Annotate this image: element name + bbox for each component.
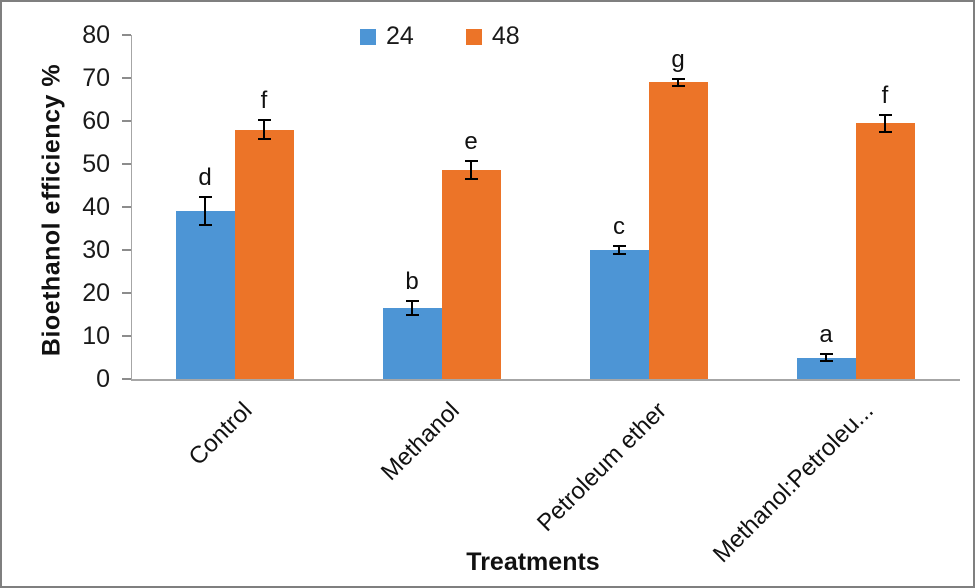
legend-item-48: 48 [465, 22, 520, 51]
legend-label: 48 [491, 22, 520, 50]
error-bar-cap [612, 253, 626, 256]
legend-item-24: 24 [360, 22, 414, 51]
bar-48h-methanol-petroleu [855, 123, 915, 379]
y-axis-line [131, 35, 132, 380]
bar-24h-methanol-petroleu [796, 357, 856, 379]
legend-swatch-24 [360, 28, 376, 45]
y-axis-tick-label: 20 [82, 279, 110, 307]
y-axis-tick [122, 34, 131, 36]
bar-24h-petroleum-ether [589, 250, 649, 379]
bar-48h-control [234, 129, 294, 379]
error-bar-cap [257, 118, 271, 121]
error-bar-cap [878, 130, 892, 133]
y-axis-tick [122, 378, 131, 380]
legend-swatch-48 [465, 28, 482, 45]
y-axis-tick [122, 77, 131, 79]
y-axis-tick-label: 60 [82, 107, 110, 135]
legend-label: 24 [386, 22, 414, 50]
error-bar [884, 114, 886, 132]
error-bar-cap [198, 224, 212, 227]
legend: 24 48 [360, 22, 520, 51]
y-axis-tick [122, 163, 131, 165]
bar-24h-control [175, 211, 235, 379]
x-axis-line [131, 379, 960, 381]
significance-letter: f [260, 86, 268, 114]
error-bar [618, 245, 620, 255]
y-axis-tick-label: 50 [82, 150, 110, 178]
bar-24h-methanol [382, 308, 442, 379]
y-axis-tick [122, 120, 131, 122]
error-bar [470, 160, 472, 180]
significance-letter: d [198, 164, 212, 192]
y-axis-tick-label: 80 [82, 21, 110, 49]
x-axis-category-label-petroleum-ether: Petroleum ether [531, 397, 672, 537]
y-axis-tick-label: 40 [82, 193, 110, 221]
y-axis-tick-label: 70 [82, 64, 110, 92]
error-bar-cap [257, 138, 271, 141]
x-axis-title: Treatments [466, 548, 600, 576]
error-bar [677, 78, 679, 86]
y-axis-tick [122, 249, 131, 251]
y-axis-tick [122, 335, 131, 337]
y-axis-tick-label: 30 [82, 236, 110, 264]
error-bar-cap [878, 113, 892, 116]
y-axis-tick [122, 292, 131, 294]
error-bar-cap [405, 313, 419, 316]
significance-letter: c [613, 212, 625, 240]
bar-48h-methanol [441, 170, 501, 379]
y-axis-tick [122, 206, 131, 208]
y-axis-tick-label: 10 [82, 322, 110, 350]
x-axis-category-label-methanol-petroleu: Methanol:Petroleu... [707, 397, 879, 568]
x-axis-category-label-methanol: Methanol [375, 397, 465, 486]
error-bar-cap [671, 84, 685, 87]
x-axis-category-label-control: Control [183, 397, 258, 471]
error-bar [411, 301, 413, 315]
significance-letter: g [671, 45, 685, 73]
error-bar [263, 119, 265, 140]
error-bar-cap [405, 300, 419, 303]
significance-letter: e [464, 127, 478, 155]
y-axis-tick-label: 0 [96, 365, 110, 393]
error-bar-cap [464, 159, 478, 162]
error-bar-cap [612, 244, 626, 247]
error-bar [825, 354, 827, 361]
significance-letter: a [819, 321, 833, 349]
error-bar-cap [464, 178, 478, 181]
error-bar-cap [819, 359, 833, 362]
bar-48h-petroleum-ether [648, 82, 708, 379]
significance-letter: b [405, 268, 419, 296]
error-bar-cap [671, 77, 685, 80]
error-bar-cap [819, 353, 833, 356]
error-bar [204, 197, 206, 226]
error-bar-cap [198, 196, 212, 199]
significance-letter: f [881, 81, 889, 109]
